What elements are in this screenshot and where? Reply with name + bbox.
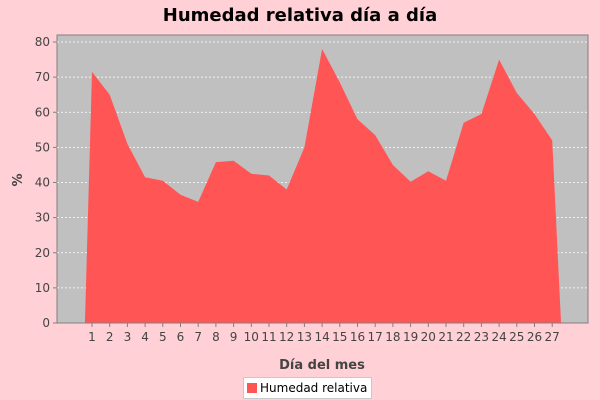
x-tick-label: 12 [279, 330, 294, 344]
x-tick-label: 22 [456, 330, 471, 344]
x-tick-label: 21 [438, 330, 453, 344]
y-tick-label: 30 [35, 211, 50, 225]
x-tick-label: 17 [368, 330, 383, 344]
x-tick-label: 25 [509, 330, 524, 344]
y-tick-label: 80 [35, 35, 50, 49]
x-tick-label: 27 [545, 330, 560, 344]
x-tick-label: 11 [261, 330, 276, 344]
x-tick-label: 4 [141, 330, 149, 344]
x-tick-label: 5 [159, 330, 167, 344]
x-tick-label: 10 [244, 330, 259, 344]
y-tick-label: 20 [35, 246, 50, 260]
y-tick-label: 60 [35, 105, 50, 119]
x-tick-label: 16 [350, 330, 365, 344]
legend-label: Humedad relativa [260, 381, 367, 395]
x-tick-label: 23 [474, 330, 489, 344]
x-tick-label: 6 [177, 330, 185, 344]
x-tick-label: 14 [314, 330, 329, 344]
x-tick-label: 19 [403, 330, 418, 344]
x-tick-label: 9 [230, 330, 238, 344]
y-tick-label: 0 [42, 316, 50, 330]
x-tick-label: 2 [106, 330, 114, 344]
y-tick-label: 70 [35, 70, 50, 84]
y-axis-ticks: 0 10 20 30 40 50 60 70 80 [35, 35, 57, 330]
x-tick-label: 8 [212, 330, 220, 344]
x-tick-label: 1 [88, 330, 96, 344]
x-tick-label: 26 [527, 330, 542, 344]
x-tick-label: 24 [491, 330, 506, 344]
x-tick-label: 13 [297, 330, 312, 344]
x-tick-label: 7 [194, 330, 202, 344]
chart-title: Humedad relativa día a día [163, 5, 437, 26]
legend-swatch [247, 383, 257, 393]
x-tick-label: 3 [124, 330, 132, 344]
x-tick-label: 15 [332, 330, 347, 344]
x-tick-label: 18 [385, 330, 400, 344]
y-tick-label: 10 [35, 281, 50, 295]
y-tick-label: 50 [35, 140, 50, 154]
legend: Humedad relativa [243, 377, 372, 399]
x-axis-ticks: 1 2 3 4 5 6 7 8 9 10 11 12 13 14 15 16 17 18 19 20 21 22 23 24 2… [88, 323, 560, 344]
y-tick-label: 40 [35, 176, 50, 190]
y-axis-label: % [11, 173, 26, 186]
x-tick-label: 20 [421, 330, 436, 344]
x-axis-label: Día del mes [279, 358, 365, 373]
